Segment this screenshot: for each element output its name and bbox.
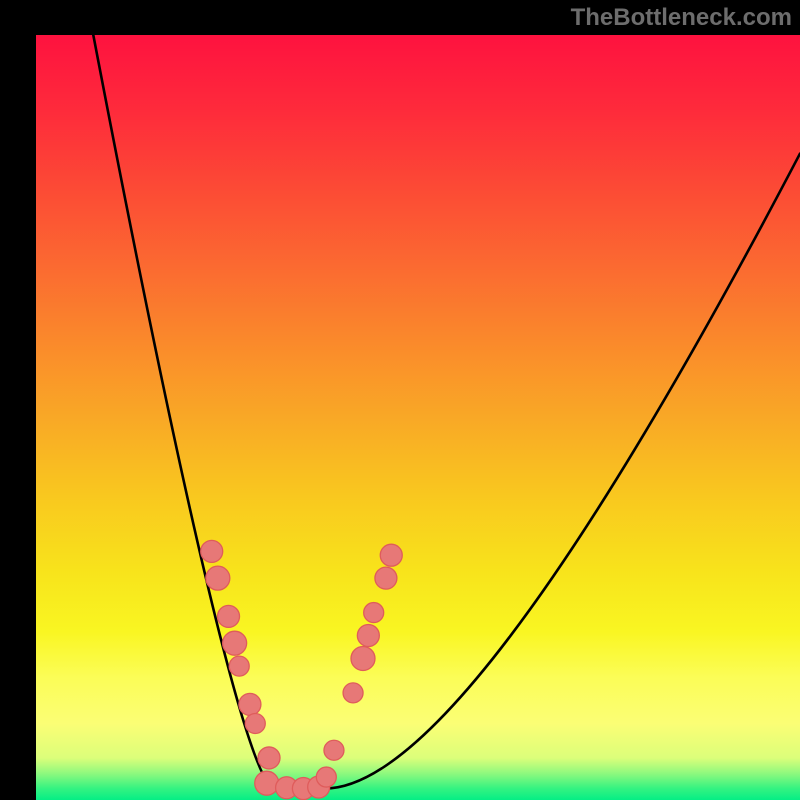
data-dot <box>239 693 261 715</box>
plot-area <box>36 35 800 800</box>
data-dot <box>201 540 223 562</box>
data-dot <box>245 714 265 734</box>
data-dot <box>316 767 336 787</box>
stage: TheBottleneck.com <box>0 0 800 800</box>
plot-svg <box>36 35 800 800</box>
data-dot <box>364 603 384 623</box>
data-dot <box>375 567 397 589</box>
data-dot <box>380 544 402 566</box>
data-dot <box>357 625 379 647</box>
data-dot <box>206 566 230 590</box>
gradient-background <box>36 35 800 800</box>
data-dot <box>258 747 280 769</box>
watermark-text: TheBottleneck.com <box>571 4 792 32</box>
data-dot <box>229 656 249 676</box>
data-dot <box>223 631 247 655</box>
data-dot <box>255 771 279 795</box>
data-dot <box>218 605 240 627</box>
data-dot <box>324 740 344 760</box>
data-dot <box>343 683 363 703</box>
data-dot <box>351 646 375 670</box>
